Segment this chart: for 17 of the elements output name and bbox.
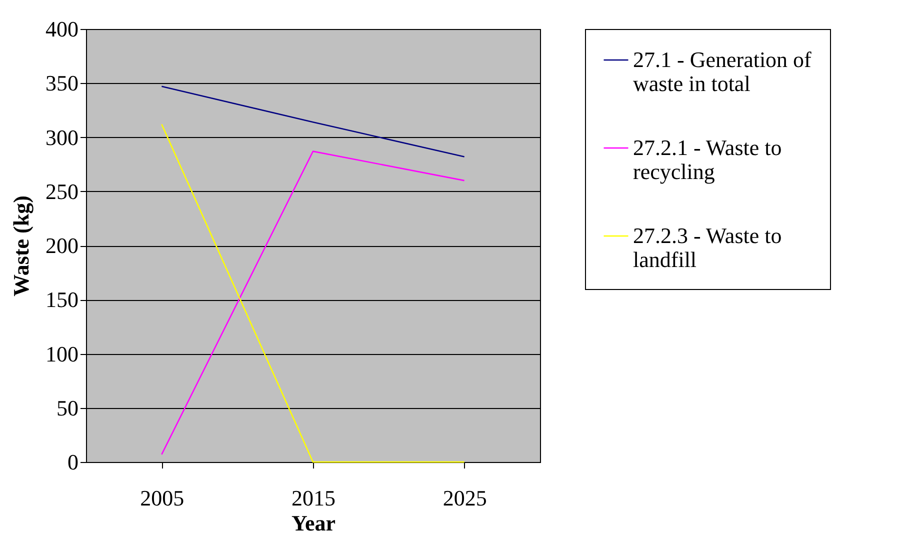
y-tick-label: 350: [46, 70, 78, 96]
y-tick-label: 50: [56, 395, 78, 420]
x-tick-label: 2025: [442, 486, 487, 510]
y-tick-label: 250: [46, 178, 78, 204]
legend-label: 27.2.1 - Waste to recycling: [633, 135, 782, 184]
legend-label: 27.1 - Generation of waste in total: [633, 47, 812, 96]
y-tick-label: 100: [46, 341, 78, 366]
y-tick-label: 150: [46, 287, 78, 312]
legend-label: 27.2.3 - Waste to landfill: [633, 223, 782, 272]
y-tick-label: 400: [46, 16, 78, 42]
y-tick-label: 0: [68, 450, 78, 474]
x-tick-label: 2015: [292, 486, 336, 510]
x-tick-label: 2005: [140, 486, 184, 510]
y-tick-label: 300: [46, 124, 78, 150]
x-axis-title: Year: [292, 510, 336, 536]
y-tick-label: 200: [46, 233, 78, 258]
y-axis-title: Waste (kg): [8, 196, 34, 296]
